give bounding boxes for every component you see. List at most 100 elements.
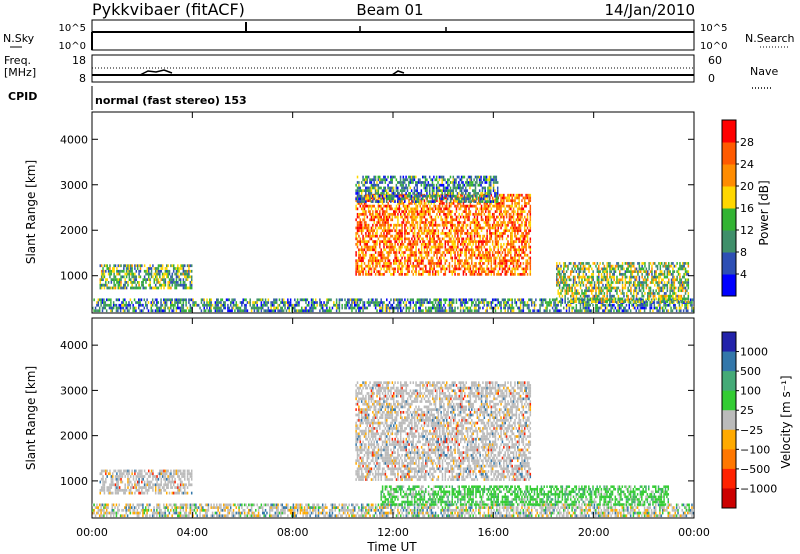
heatmap-cell — [319, 303, 321, 307]
heatmap-cell — [504, 270, 506, 273]
heatmap-cell — [395, 248, 398, 252]
heatmap-cell — [125, 301, 127, 304]
heatmap-cell — [377, 251, 380, 254]
heatmap-cell — [428, 186, 431, 190]
heatmap-cell — [379, 242, 381, 246]
heatmap-cell — [415, 267, 417, 271]
heatmap-cell — [413, 197, 416, 201]
heatmap-cell — [462, 202, 465, 205]
heatmap-cell — [359, 270, 362, 273]
heatmap-cell — [496, 200, 499, 203]
heatmap-cell — [507, 242, 509, 246]
heatmap-cell — [413, 234, 416, 238]
heatmap-cell — [517, 212, 519, 216]
heatmap-cell — [459, 183, 461, 187]
heatmap-cell — [418, 229, 420, 233]
heatmap-cell — [394, 212, 396, 216]
heatmap-cell — [530, 298, 533, 302]
heatmap-cell — [571, 298, 573, 302]
heatmap-cell — [438, 223, 441, 227]
heatmap-cell — [398, 210, 401, 213]
heatmap-cell — [483, 267, 486, 271]
heatmap-cell — [470, 178, 473, 182]
heatmap-cell — [363, 207, 366, 211]
heatmap-cell — [649, 309, 651, 313]
heatmap-cell — [464, 270, 466, 273]
heatmap-cell — [362, 272, 364, 276]
heatmap-cell — [177, 275, 179, 279]
heatmap-cell — [152, 286, 154, 290]
heatmap-cell — [435, 197, 438, 201]
heatmap-cell — [383, 197, 385, 201]
heatmap-cell — [123, 264, 125, 268]
heatmap-cell — [134, 286, 136, 290]
heatmap-cell — [490, 232, 493, 235]
nsearch-label: N.Search — [745, 32, 795, 45]
heatmap-cell — [437, 181, 439, 184]
heatmap-cell — [437, 215, 440, 219]
heatmap-cell — [427, 240, 430, 243]
heatmap-cell — [164, 281, 167, 284]
heatmap-cell — [430, 301, 433, 304]
heatmap-cell — [493, 223, 495, 227]
heatmap-cell — [363, 197, 366, 201]
heatmap-cell — [405, 303, 408, 307]
heatmap-cell — [444, 262, 447, 265]
heatmap-cell — [103, 264, 106, 268]
heatmap-cell — [468, 237, 470, 241]
heatmap-cell — [393, 237, 395, 241]
heatmap-cell — [423, 240, 426, 243]
heatmap-cell — [465, 262, 467, 265]
heatmap-cell — [445, 234, 448, 238]
heatmap-cell — [512, 218, 515, 222]
heatmap-cell — [388, 204, 391, 208]
heatmap-cell — [140, 298, 143, 302]
heatmap-cell — [135, 264, 138, 268]
heatmap-cell — [402, 197, 405, 201]
heatmap-cell — [156, 301, 158, 304]
heatmap-cell — [653, 306, 656, 310]
heatmap-cell — [413, 199, 416, 203]
heatmap-cell — [553, 298, 555, 302]
heatmap-cell — [106, 278, 108, 282]
heatmap-cell — [415, 207, 417, 211]
heatmap-cell — [473, 298, 476, 302]
heatmap-cell — [448, 240, 451, 243]
heatmap-cell — [471, 229, 473, 233]
heatmap-cell — [454, 242, 456, 246]
heatmap-cell — [522, 306, 525, 310]
heatmap-cell — [344, 298, 346, 302]
heatmap-cell — [486, 267, 488, 271]
heatmap-cell — [685, 309, 688, 313]
heatmap-cell — [474, 189, 477, 193]
heatmap-cell — [384, 234, 387, 238]
heatmap-cell — [366, 186, 368, 190]
heatmap-cell — [412, 207, 415, 211]
heatmap-cell — [478, 197, 481, 201]
heatmap-cell — [282, 298, 285, 302]
heatmap-cell — [413, 251, 416, 254]
heatmap-cell — [625, 309, 628, 313]
heatmap-cell — [190, 264, 193, 268]
heatmap-cell — [335, 309, 338, 313]
station-title: Pykkvibaer (fitACF) — [92, 0, 245, 19]
heatmap-cell — [519, 303, 522, 307]
heatmap-cell — [578, 262, 580, 265]
heatmap-cell — [451, 210, 454, 213]
heatmap-cell — [379, 226, 381, 230]
heatmap-cell — [444, 306, 447, 310]
heatmap-cell — [278, 303, 281, 307]
heatmap-cell — [500, 306, 502, 310]
heatmap-cell — [408, 194, 410, 198]
heatmap-cell — [406, 218, 409, 222]
heatmap-cell — [243, 303, 246, 307]
heatmap-cell — [422, 303, 424, 307]
heatmap-cell — [295, 301, 297, 304]
heatmap-cell — [374, 256, 377, 260]
heatmap-cell — [455, 298, 458, 302]
heatmap-cell — [263, 301, 265, 304]
heatmap-cell — [103, 301, 105, 304]
heatmap-cell — [564, 297, 566, 301]
heatmap-cell — [113, 286, 115, 290]
heatmap-cell — [438, 262, 441, 265]
